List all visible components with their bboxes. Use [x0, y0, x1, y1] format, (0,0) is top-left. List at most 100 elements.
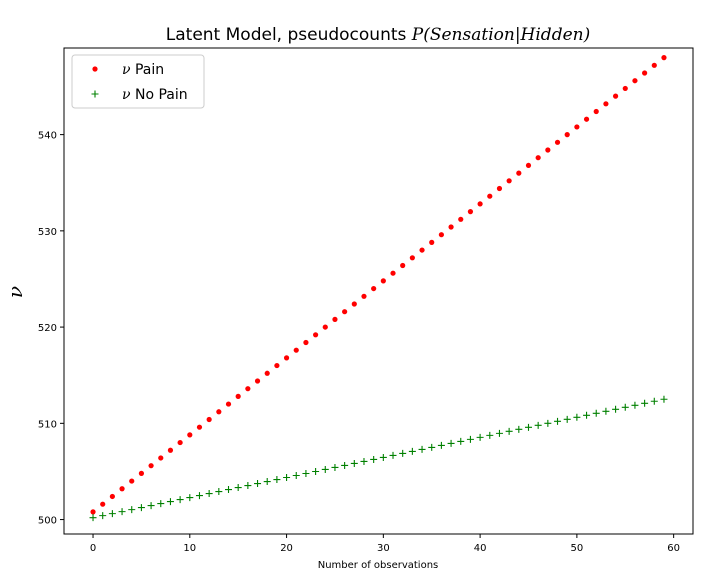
data-point [496, 185, 503, 192]
data-point [418, 445, 426, 453]
data-point [283, 474, 291, 482]
data-point [245, 386, 251, 392]
y-tick-label: 500 [38, 516, 57, 527]
data-point [603, 101, 609, 107]
legend-marker [92, 66, 98, 72]
chart-title-prefix: Latent Model, pseudocounts [166, 25, 412, 45]
chart-title: Latent Model, pseudocounts P(Sensation|H… [166, 25, 590, 45]
data-point [167, 447, 174, 453]
data-point [99, 512, 107, 520]
data-point [573, 413, 581, 421]
data-point [447, 439, 455, 447]
data-point [137, 504, 145, 512]
data-point [90, 509, 96, 515]
data-point [438, 232, 444, 238]
data-point [380, 278, 386, 284]
data-point [215, 488, 223, 496]
data-point [642, 70, 648, 76]
legend-item-no-pain: ν No Pain [91, 87, 188, 103]
data-point [534, 421, 542, 429]
data-point [322, 324, 328, 330]
data-point [196, 424, 203, 430]
data-point [379, 453, 387, 461]
data-point [158, 455, 164, 461]
x-tick-label: 10 [183, 543, 196, 554]
data-point [448, 224, 454, 230]
x-axis-label: Number of observations [318, 560, 439, 571]
data-point [399, 449, 407, 457]
data-point [225, 401, 232, 407]
data-point [516, 170, 522, 176]
data-point [660, 395, 668, 403]
data-point [400, 262, 406, 269]
data-point [254, 480, 262, 488]
data-point [216, 409, 222, 415]
data-point [147, 502, 155, 510]
data-point [331, 463, 339, 471]
data-point [360, 457, 368, 465]
data-point [476, 433, 484, 441]
data-point [264, 370, 270, 376]
legend-marker [91, 90, 99, 98]
data-point [157, 500, 165, 508]
data-point [429, 239, 435, 245]
data-layer [89, 55, 668, 522]
data-point [592, 409, 600, 417]
data-point [535, 155, 541, 161]
data-point [525, 162, 532, 169]
x-tick-label: 60 [667, 543, 680, 554]
data-point [650, 397, 658, 405]
data-point [370, 455, 378, 463]
axes-frame [63, 47, 694, 535]
data-point [428, 443, 436, 451]
data-point [371, 285, 377, 292]
data-point [487, 193, 493, 199]
data-point [661, 55, 667, 61]
data-point [361, 293, 367, 299]
data-point [302, 469, 310, 477]
data-point [138, 470, 145, 476]
data-point [545, 147, 551, 153]
data-point [651, 62, 657, 68]
data-point [205, 490, 213, 498]
legend-item-pain: ν Pain [92, 62, 164, 78]
data-point [273, 476, 281, 484]
data-point [583, 116, 590, 122]
data-point [186, 494, 194, 502]
data-point [274, 362, 280, 369]
data-point [564, 132, 570, 138]
data-point [128, 506, 136, 514]
data-point [593, 108, 599, 115]
data-point [486, 431, 494, 439]
plot-area [64, 48, 693, 534]
data-point [235, 393, 241, 399]
data-point [176, 496, 184, 504]
data-point [234, 484, 242, 492]
data-point [631, 401, 639, 409]
y-tick-label: 530 [38, 227, 57, 238]
data-point [408, 447, 416, 455]
data-point [351, 301, 357, 307]
data-point [419, 247, 425, 253]
x-tick-label: 30 [377, 543, 390, 554]
data-point [187, 432, 193, 438]
chart-title-math: P(Sensation|Hidden) [411, 25, 590, 45]
data-point [554, 139, 561, 145]
plot-background [64, 48, 693, 534]
data-point [263, 478, 271, 486]
data-point [515, 425, 523, 433]
data-point [437, 441, 445, 449]
legend-label: ν No Pain [122, 87, 188, 103]
data-point [118, 508, 126, 516]
data-point [321, 465, 329, 473]
data-point [303, 339, 309, 346]
axes-layer: 0 10 20 30 40 50 60 500 510 520 530 540 [38, 47, 694, 554]
x-tick-label: 50 [571, 543, 584, 554]
data-point [574, 124, 580, 130]
data-point [495, 429, 503, 437]
data-point [332, 316, 338, 322]
data-point [109, 493, 115, 500]
y-tick-label: 520 [38, 323, 57, 334]
data-point [467, 209, 474, 215]
y-tick-label: 540 [38, 131, 57, 142]
